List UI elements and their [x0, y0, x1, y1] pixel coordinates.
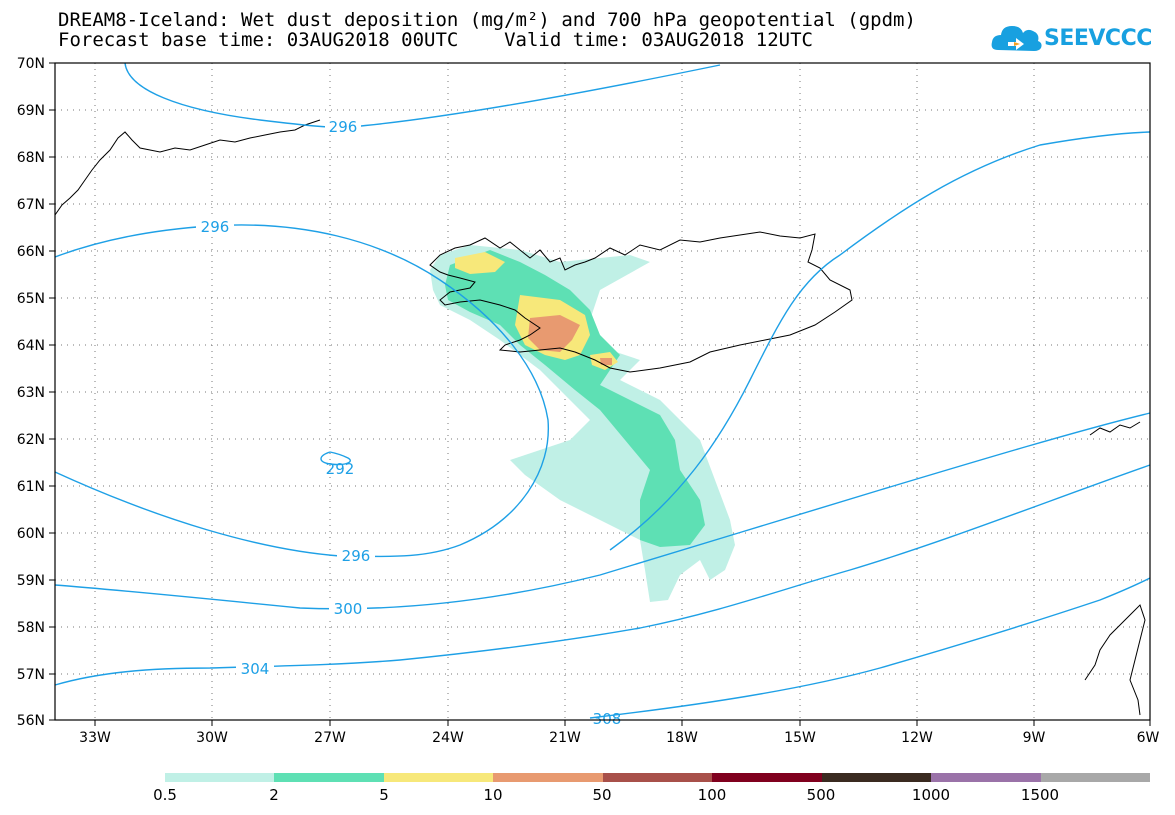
lon-label: 18W [666, 730, 698, 746]
lat-label: 66N [17, 244, 45, 260]
legend-swatch [931, 773, 1041, 782]
lon-label: 12W [901, 730, 933, 746]
scotland-coast-north [1089, 421, 1141, 436]
legend-swatch [1040, 773, 1150, 782]
lat-label: 69N [17, 103, 45, 119]
color-legend-bar [165, 773, 1150, 782]
contour-label: 304 [241, 660, 270, 678]
contour-296-north [124, 62, 721, 128]
legend-swatch [165, 773, 275, 782]
axis-ticks [49, 62, 1151, 726]
contour-label: 292 [326, 460, 355, 478]
legend-swatch [383, 773, 494, 782]
legend-swatch [821, 773, 932, 782]
dust-level-5 [455, 252, 618, 370]
contour-label: 300 [334, 600, 363, 618]
contour-label: 296 [329, 118, 358, 136]
lon-label: 24W [432, 730, 464, 746]
lat-label: 56N [17, 713, 45, 729]
lat-label: 60N [17, 526, 45, 542]
contour-308 [589, 577, 1151, 719]
map-title-line-1: DREAM8-Iceland: Wet dust deposition (mg/… [58, 9, 916, 31]
lat-label: 63N [17, 385, 45, 401]
lon-label: 15W [784, 730, 816, 746]
lat-label: 57N [17, 667, 45, 683]
lon-labels: 33W 30W 27W 24W 21W 18W 15W 12W 9W 6W [79, 730, 1159, 746]
lon-label: 33W [79, 730, 111, 746]
lat-label: 70N [17, 56, 45, 72]
lon-label: 30W [196, 730, 228, 746]
contour-304 [54, 464, 1151, 686]
dust-deposition-shading [430, 245, 735, 602]
lat-label: 67N [17, 197, 45, 213]
legend-swatch [712, 773, 822, 782]
legend-labels: 0.5 2 5 10 50 100 500 1000 1500 [0, 786, 1175, 806]
legend-label: 2 [269, 786, 279, 804]
contour-label: 296 [342, 547, 371, 565]
legend-label: 1500 [1020, 786, 1060, 804]
lon-label: 9W [1023, 730, 1046, 746]
legend-swatch [602, 773, 713, 782]
legend-label: 0.5 [153, 786, 177, 804]
lat-label: 68N [17, 150, 45, 166]
cloud-logo-icon [991, 26, 1042, 51]
lat-label: 62N [17, 432, 45, 448]
lat-label: 64N [17, 338, 45, 354]
greenland-coast [54, 119, 321, 216]
coastlines [54, 119, 1146, 716]
lat-label: 58N [17, 620, 45, 636]
lat-labels: 70N 69N 68N 67N 66N 65N 64N 63N 62N 61N … [17, 56, 45, 729]
lat-label: 59N [17, 573, 45, 589]
contour-296-east [609, 131, 1151, 551]
contour-292 [320, 451, 351, 466]
seevccc-logo: SEEVCCC [990, 20, 1152, 60]
dust-level-10 [528, 315, 612, 365]
lat-gridlines [55, 109, 1150, 675]
legend-label: 100 [697, 786, 727, 804]
lon-label: 27W [314, 730, 346, 746]
legend-swatch [274, 773, 384, 782]
legend-swatch [493, 773, 603, 782]
contour-label: 296 [201, 218, 230, 236]
lon-label: 21W [549, 730, 581, 746]
legend-label: 1000 [911, 786, 951, 804]
scotland-coast-south [1084, 604, 1146, 716]
iceland-coast [429, 231, 853, 373]
lat-label: 65N [17, 291, 45, 307]
lat-label: 61N [17, 479, 45, 495]
logo-text: SEEVCCC [1044, 26, 1152, 51]
lon-label: 6W [1137, 730, 1160, 746]
contour-labels: 296 296 292 296 300 304 308 [196, 118, 621, 728]
map-title-line-2: Forecast base time: 03AUG2018 00UTC Vali… [58, 29, 813, 51]
contour-label: 308 [593, 710, 622, 728]
legend-label: 5 [379, 786, 389, 804]
legend-label: 10 [483, 786, 503, 804]
dust-level-2 [445, 250, 705, 547]
legend-label: 500 [806, 786, 836, 804]
legend-label: 50 [592, 786, 612, 804]
contour-300 [54, 412, 1151, 610]
